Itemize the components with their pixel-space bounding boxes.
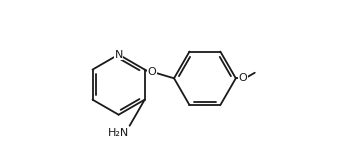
- Text: O: O: [239, 73, 247, 83]
- Text: H₂N: H₂N: [108, 128, 129, 138]
- Text: O: O: [148, 67, 156, 77]
- Text: N: N: [115, 50, 123, 60]
